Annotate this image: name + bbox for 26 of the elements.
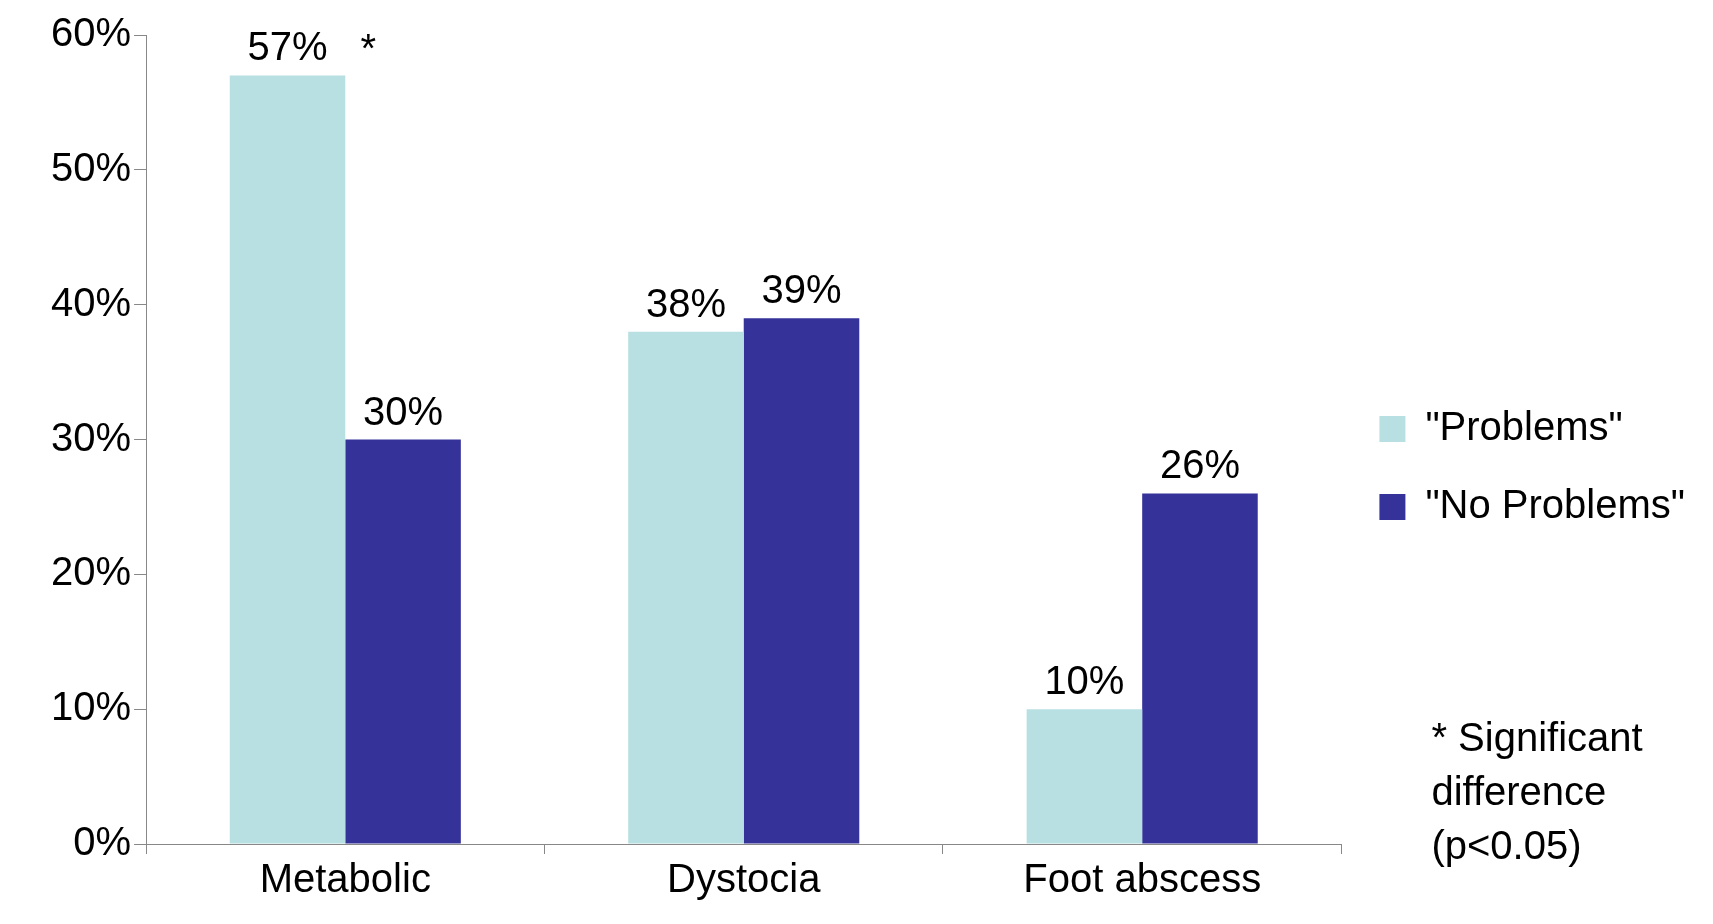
bar <box>1142 493 1258 844</box>
x-tick-label: Dystocia <box>667 856 822 901</box>
data-label: 38% <box>645 280 726 325</box>
legend-label: "No Problems" <box>1425 482 1685 527</box>
y-tick-label: 30% <box>51 414 132 459</box>
annotation: * <box>360 26 377 71</box>
data-label: 57% <box>247 24 328 69</box>
y-tick-label: 60% <box>51 10 132 55</box>
x-tick-label: Metabolic <box>259 856 431 901</box>
data-label: 26% <box>1159 442 1240 487</box>
y-tick-label: 40% <box>51 279 132 324</box>
data-label: 30% <box>363 388 444 433</box>
data-label: 10% <box>1044 658 1125 703</box>
x-tick-label: Foot abscess <box>1023 856 1262 901</box>
y-tick-label: 50% <box>51 144 132 189</box>
bar <box>229 75 346 844</box>
text: * Significant difference (p<0.05) <box>1431 715 1643 868</box>
bar <box>1026 709 1143 844</box>
y-tick-label: 0% <box>73 819 132 864</box>
y-tick-label: 20% <box>51 549 132 594</box>
bar <box>743 318 860 844</box>
data-label: 39% <box>761 267 842 312</box>
bar <box>628 331 744 844</box>
legend-label: "Problems" <box>1425 404 1623 449</box>
y-tick-label: 10% <box>51 684 132 729</box>
bar <box>345 439 461 844</box>
